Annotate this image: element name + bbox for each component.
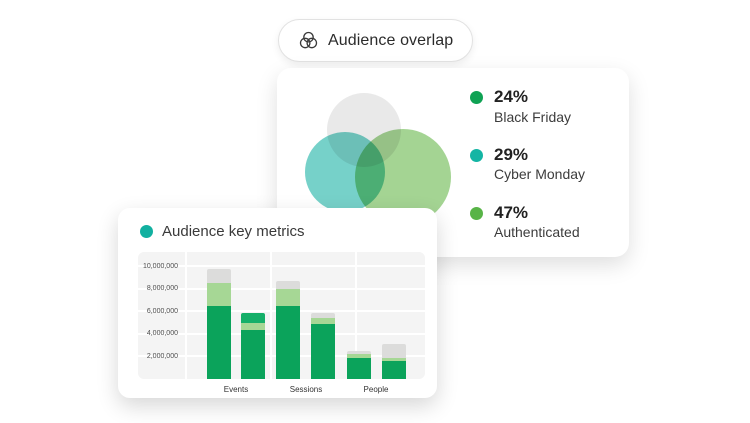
metrics-title-dot <box>140 225 153 238</box>
y-axis-tick-label: 4,000,000 <box>146 330 178 338</box>
legend-label: Authenticated <box>494 224 580 241</box>
audience-overlap-chip[interactable]: Audience overlap <box>278 19 474 62</box>
bar-people-1 <box>347 350 371 379</box>
metrics-card-title: Audience key metrics <box>162 223 305 240</box>
bar-segment-gray <box>207 269 231 283</box>
bar-segment-gray <box>276 280 300 289</box>
legend-value: 47% <box>494 202 529 222</box>
audience-key-metrics-card: Audience key metrics 10,000,000 8,000,000… <box>118 208 437 398</box>
y-axis-tick-label: 8,000,000 <box>146 285 178 293</box>
legend-value: 29% <box>494 144 529 164</box>
y-axis-tick-label: 10,000,000 <box>142 262 178 270</box>
bar-segment-gray <box>347 350 371 355</box>
bar-segment-green-dark <box>311 323 335 379</box>
metrics-card-header: Audience key metrics <box>118 208 437 240</box>
audience-overlap-chip-label: Audience overlap <box>328 31 454 49</box>
bar-segment-green-light <box>241 322 265 331</box>
y-axis-tick-label: 6,000,000 <box>146 307 178 315</box>
bar-segment-green-light <box>311 318 335 324</box>
bar-segment-green-dark <box>276 305 300 379</box>
legend-label: Cyber Monday <box>494 166 586 183</box>
gridline <box>185 252 187 379</box>
gridline <box>355 252 357 379</box>
bar-segment-green-dark <box>347 357 371 379</box>
audience-overlap-card: 24% Black Friday 29% Cyber Monday 47% Au… <box>277 68 629 257</box>
bar-segment-green-light <box>207 282 231 306</box>
bar-segment-green-light <box>347 354 371 358</box>
legend-dot <box>470 206 483 220</box>
legend-item-authenticated: 47% Authenticated <box>470 202 585 241</box>
bar-segment-green-dark <box>241 330 265 379</box>
bar-sessions-2 <box>311 313 335 379</box>
y-axis-tick-label: 2,000,000 <box>146 352 178 360</box>
venn-overlap-icon <box>298 30 319 51</box>
bar-sessions-1 <box>276 280 300 379</box>
x-axis-label-sessions: Sessions <box>289 385 323 394</box>
venn-circle-authenticated <box>355 129 451 225</box>
gridline <box>270 252 272 379</box>
bar-events-1 <box>207 269 231 379</box>
legend-value: 24% <box>494 87 529 106</box>
gridline <box>138 265 425 267</box>
bar-segment-green-dark <box>382 360 406 379</box>
venn-diagram <box>305 93 451 225</box>
bar-people-2 <box>382 344 406 379</box>
bar-segment-gray <box>382 344 406 358</box>
bar-segment-green-light <box>382 357 406 361</box>
bar-segment-green-light <box>276 288 300 306</box>
x-axis-label-events: Events <box>223 385 249 394</box>
legend-label: Black Friday <box>494 108 572 125</box>
bar-segment-green-emerald <box>241 313 265 323</box>
stacked-bar-chart: 10,000,000 8,000,000 6,000,000 4,000,000 2,0… <box>138 252 425 379</box>
legend-item-cyber-monday: 29% Cyber Monday <box>470 144 586 183</box>
bar-segment-green-dark <box>207 305 231 379</box>
bar-events-2 <box>241 313 265 379</box>
x-axis-label-people: People <box>363 385 389 394</box>
legend-dot <box>470 148 483 162</box>
legend-dot <box>470 91 483 104</box>
legend-item-black-friday: 24% Black Friday <box>470 87 585 125</box>
overlap-legend: 24% Black Friday 29% Cyber Monday 47% Au… <box>470 87 586 261</box>
bar-segment-gray <box>311 313 335 318</box>
